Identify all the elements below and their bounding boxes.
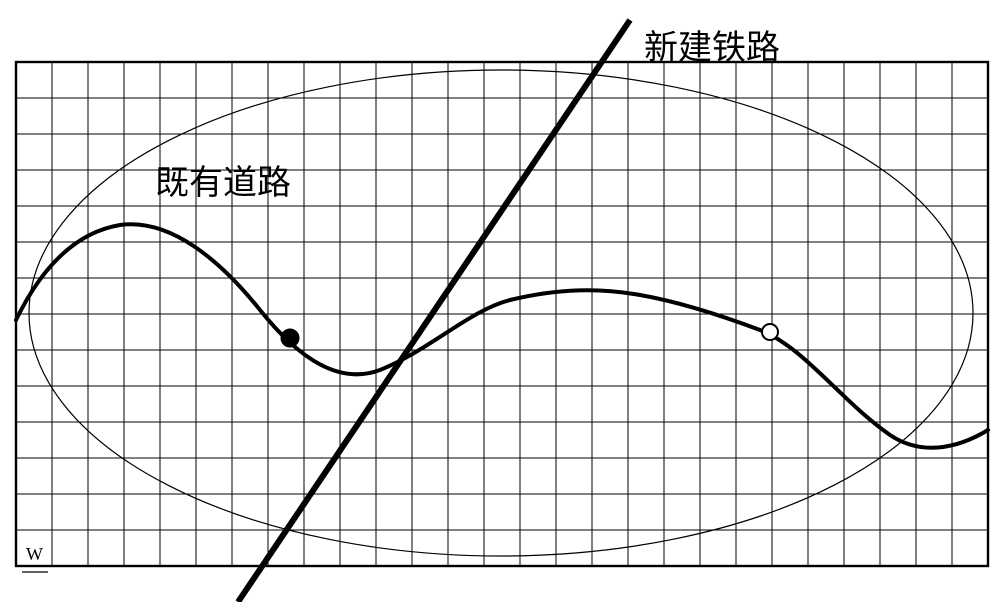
marker-filled <box>281 329 299 347</box>
label-existing-road: 既有道路 <box>155 155 291 204</box>
ellipse-boundary <box>29 70 973 556</box>
diagram-svg: W <box>0 0 1000 602</box>
label-new-railway: 新建铁路 <box>644 20 780 69</box>
marker-hollow <box>762 324 778 340</box>
grid <box>16 62 988 566</box>
new-railway-line <box>238 20 630 602</box>
diagram-stage: W 新建铁路 既有道路 <box>0 0 1000 602</box>
existing-road-curve <box>16 224 988 447</box>
corner-label-w: W <box>26 544 43 564</box>
